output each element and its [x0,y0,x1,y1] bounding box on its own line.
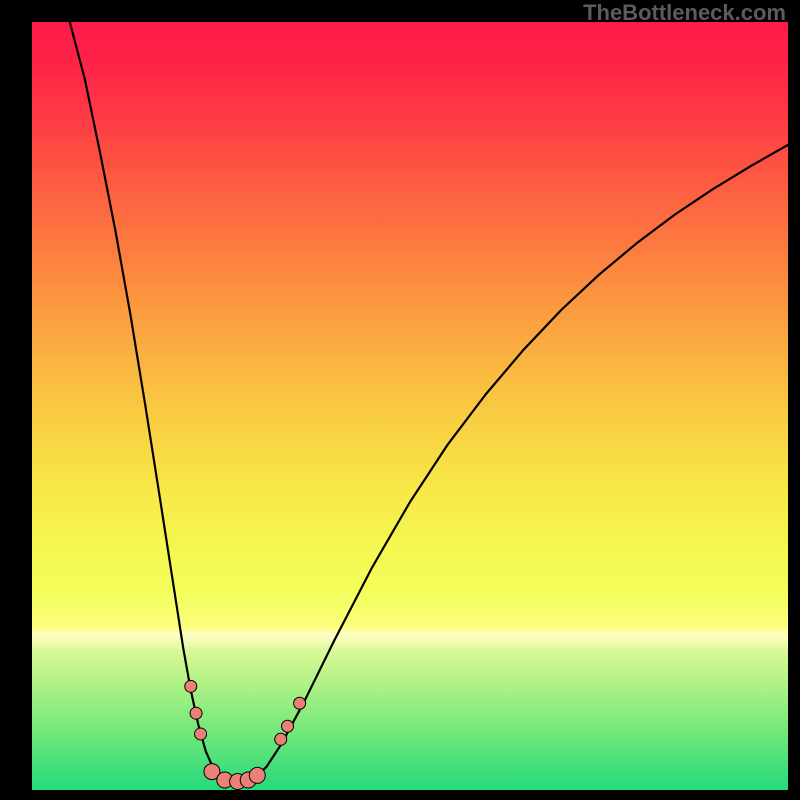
bottleneck-marker [204,764,220,780]
bottleneck-markers [32,22,788,790]
bottleneck-marker [190,707,202,719]
bottleneck-marker [240,772,256,788]
curve-path [70,22,788,782]
bottleneck-marker [217,772,233,788]
bottleneck-marker [249,767,265,783]
performance-curve [32,22,788,790]
bottleneck-marker [195,728,207,740]
canvas-root: TheBottleneck.com [0,0,800,800]
watermark-label: TheBottleneck.com [583,0,786,26]
bottleneck-marker [230,774,246,790]
bottleneck-gradient-chart [32,22,788,790]
bottleneck-marker [185,680,197,692]
bottleneck-marker [294,697,306,709]
bottleneck-marker [282,720,294,732]
bottleneck-marker [275,733,287,745]
